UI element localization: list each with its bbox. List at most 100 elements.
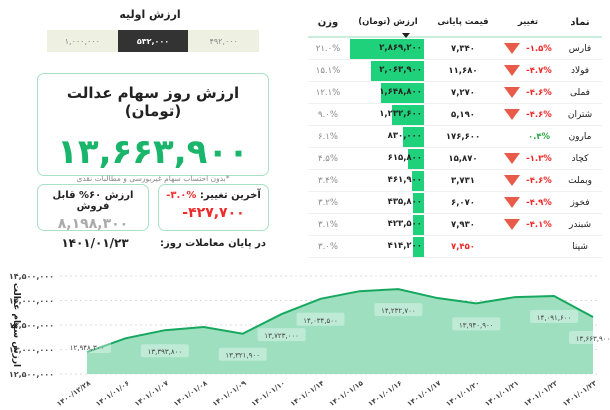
- row-change: -۴.۹%: [526, 197, 552, 208]
- row-symbol: شتران: [567, 109, 593, 120]
- row-value-bar: [381, 82, 424, 103]
- table-row[interactable]: کچاد -۱.۳% ۱۵,۸۷۰ ۶۱۵,۸۰۰ ۴.۵%: [308, 148, 602, 170]
- sort-desc-icon: [402, 33, 410, 38]
- row-value: ۲,۰۶۳,۹۰۰: [379, 64, 422, 75]
- row-weight: ۴.۵%: [318, 153, 338, 164]
- row-value: ۴۱۴,۲۰۰: [387, 240, 422, 251]
- x-tick-label: ۱۴۰۱/۰۱/۰۷: [133, 379, 170, 409]
- x-tick-label: ۱۴۰۱/۰۱/۰۸: [172, 379, 209, 409]
- row-weight: ۳.۴%: [318, 175, 338, 186]
- trading-date-label: در پایان معاملات روز:: [159, 238, 267, 249]
- header-weight[interactable]: وزن: [317, 16, 339, 28]
- last-change-value: -۴۲۷,۷۰۰: [182, 205, 245, 221]
- header-price[interactable]: قیمت پایانی: [437, 17, 489, 27]
- data-label-bg: [140, 344, 189, 358]
- sellable-value: ۸,۱۹۸,۳۰۰: [57, 216, 129, 232]
- y-tick-label: ۱۳,۰۰۰,۰۰۰: [9, 346, 54, 355]
- down-arrow-icon: [504, 87, 521, 98]
- row-value-bar: [408, 148, 424, 169]
- holdings-table: نماد تغییر قیمت پایانی ارزش (تومان) وزن …: [308, 8, 602, 258]
- row-change: ۰.۴%: [527, 131, 551, 142]
- sellable-title: ارزش ۶۰% قابل فروش: [52, 190, 134, 212]
- last-change-title: آخرین تغییر:: [199, 190, 261, 201]
- daily-value: ۱۳,۶۶۳,۹۰۰: [57, 132, 249, 172]
- row-price: ۶,۰۷۰: [451, 197, 475, 208]
- x-tick-label: ۱۴۰۱/۰۱/۰۹: [211, 379, 248, 409]
- header-change[interactable]: تغییر: [517, 17, 539, 27]
- trading-date: ۱۴۰۱/۰۱/۲۳: [61, 236, 129, 250]
- x-tick-label: ۱۴۰۱/۰۱/۱۵: [328, 379, 365, 409]
- initial-option-1000000[interactable]: ۱,۰۰۰,۰۰۰: [47, 30, 118, 52]
- row-change: -۴.۶%: [526, 87, 552, 98]
- x-tick-label: ۱۴۰۱/۰۱/۲۰: [445, 379, 482, 408]
- table-row[interactable]: وبملت -۴.۶% ۳,۷۳۱ ۴۶۱,۹۰۰ ۳.۴%: [308, 170, 602, 192]
- row-change: -۴.۷%: [526, 65, 552, 76]
- table-row[interactable]: فملی -۴.۶% ۷,۲۷۰ ۱,۶۴۸,۸۰۰ ۱۲.۱%: [308, 82, 602, 104]
- daily-value-title: ارزش روز سهام عدالت (تومان): [66, 84, 240, 120]
- row-change: -۱.۵%: [526, 43, 552, 54]
- row-symbol: وبملت: [568, 175, 592, 186]
- down-arrow-icon: [504, 65, 521, 76]
- header-value[interactable]: ارزش (تومان): [348, 17, 428, 38]
- row-value: ۲,۸۶۹,۲۰۰: [379, 42, 422, 53]
- sellable-value-card: ارزش ۶۰% قابل فروش ۸,۱۹۸,۳۰۰: [37, 184, 149, 232]
- data-label: ۱۳,۶۶۳,۹۰۰: [576, 335, 610, 343]
- row-symbol: فارس: [568, 43, 592, 54]
- down-arrow-icon: [504, 175, 521, 186]
- row-value: ۱,۶۴۸,۸۰۰: [379, 86, 422, 97]
- data-label-bg: [63, 340, 111, 354]
- table-header: نماد تغییر قیمت پایانی ارزش (تومان) وزن: [308, 8, 602, 38]
- down-arrow-icon: [504, 43, 521, 54]
- row-change: -۴.۶%: [526, 109, 552, 120]
- row-price: ۷,۳۴۰: [451, 43, 475, 54]
- row-price: ۷,۴۵۰: [451, 241, 475, 252]
- data-label: ۱۴,۰۳۴,۵۰۰: [303, 317, 338, 325]
- row-value-bar: [413, 236, 424, 257]
- data-label: ۱۳,۳۲۱,۹۰۰: [225, 352, 260, 360]
- table-row[interactable]: شتران -۴.۶% ۵,۱۹۰ ۱,۲۳۲,۶۰۰ ۹.۰%: [308, 104, 602, 126]
- y-axis-label: ارزش سهام عدالت: [11, 283, 21, 367]
- initial-value-title: ارزش اولیه: [119, 8, 181, 21]
- row-weight: ۱۲.۱%: [315, 87, 341, 98]
- row-value: ۴۳۵,۸۰۰: [387, 196, 422, 207]
- row-value-bar: [412, 192, 424, 213]
- row-value-bar: [402, 126, 424, 147]
- header-symbol[interactable]: نماد: [570, 16, 590, 28]
- row-symbol: شبندر: [568, 219, 592, 230]
- row-value: ۶۱۵,۸۰۰: [387, 152, 422, 163]
- data-label-bg: [569, 330, 610, 344]
- data-label: ۱۲,۹۴۸,۳۰۰: [70, 344, 105, 352]
- row-price: ۱۷۶,۶۰۰: [445, 131, 481, 142]
- table-row[interactable]: مارون ۰.۴% ۱۷۶,۶۰۰ ۸۳۰,۰۰۰ ۶.۱%: [308, 126, 602, 148]
- row-value: ۸۳۰,۰۰۰: [387, 130, 422, 141]
- data-label: ۱۳,۹۴۰,۹۰۰: [459, 321, 494, 329]
- last-change-percent: -۳.۰%: [166, 190, 197, 201]
- data-label-bg: [374, 303, 423, 317]
- row-price: ۷,۲۷۰: [451, 87, 475, 98]
- row-weight: ۱۵.۱%: [315, 65, 341, 76]
- y-tick-label: ۱۲,۵۰۰,۰۰۰: [9, 370, 54, 379]
- data-label-bg: [218, 347, 267, 361]
- down-arrow-icon: [504, 109, 521, 120]
- daily-value-card: ارزش روز سهام عدالت (تومان) ۱۳,۶۶۳,۹۰۰ *…: [37, 73, 269, 183]
- x-tick-label: ۱۴۰۱/۰۱/۰۶: [94, 379, 131, 408]
- row-value: ۴۲۳,۵۰۰: [387, 218, 422, 229]
- value-history-chart: ۱۲,۵۰۰,۰۰۰ ۱۳,۰۰۰,۰۰۰ ۱۳,۵۰۰,۰۰۰ ۱۴,۰۰۰,۰۰۰…: [9, 272, 610, 409]
- initial-option-492000[interactable]: ۴۹۲,۰۰۰: [188, 30, 260, 52]
- table-row[interactable]: شبندر -۴.۱% ۷,۹۳۰ ۴۲۳,۵۰۰ ۳.۱%: [308, 214, 602, 236]
- x-tick-label: ۱۴۰۱/۰۱/۱۰: [250, 379, 287, 408]
- row-value-bar: [392, 104, 424, 125]
- down-arrow-icon: [504, 197, 521, 208]
- data-label-bg: [530, 310, 579, 324]
- table-row[interactable]: فخوز -۴.۹% ۶,۰۷۰ ۴۳۵,۸۰۰ ۳.۲%: [308, 192, 602, 214]
- row-price: ۱۵,۸۷۰: [448, 153, 478, 164]
- table-row[interactable]: فارس -۱.۵% ۷,۳۴۰ ۲,۸۶۹,۲۰۰ ۲۱.۰%: [308, 38, 602, 60]
- last-change-card: آخرین تغییر: -۳.۰% -۴۲۷,۷۰۰: [158, 184, 269, 231]
- row-symbol: مارون: [568, 131, 592, 142]
- initial-option-532000[interactable]: ۵۳۲,۰۰۰: [117, 30, 189, 52]
- row-value-bar: [412, 170, 424, 191]
- table-row[interactable]: شپنا ۷,۴۵۰ ۴۱۴,۲۰۰ ۳.۰%: [308, 236, 602, 258]
- row-change: -۱.۳%: [526, 153, 552, 164]
- table-row[interactable]: فولاد -۴.۷% ۱۱,۶۸۰ ۲,۰۶۳,۹۰۰ ۱۵.۱%: [308, 60, 602, 82]
- x-tick-label: ۱۴۰۱/۰۱/۲۱: [484, 379, 521, 408]
